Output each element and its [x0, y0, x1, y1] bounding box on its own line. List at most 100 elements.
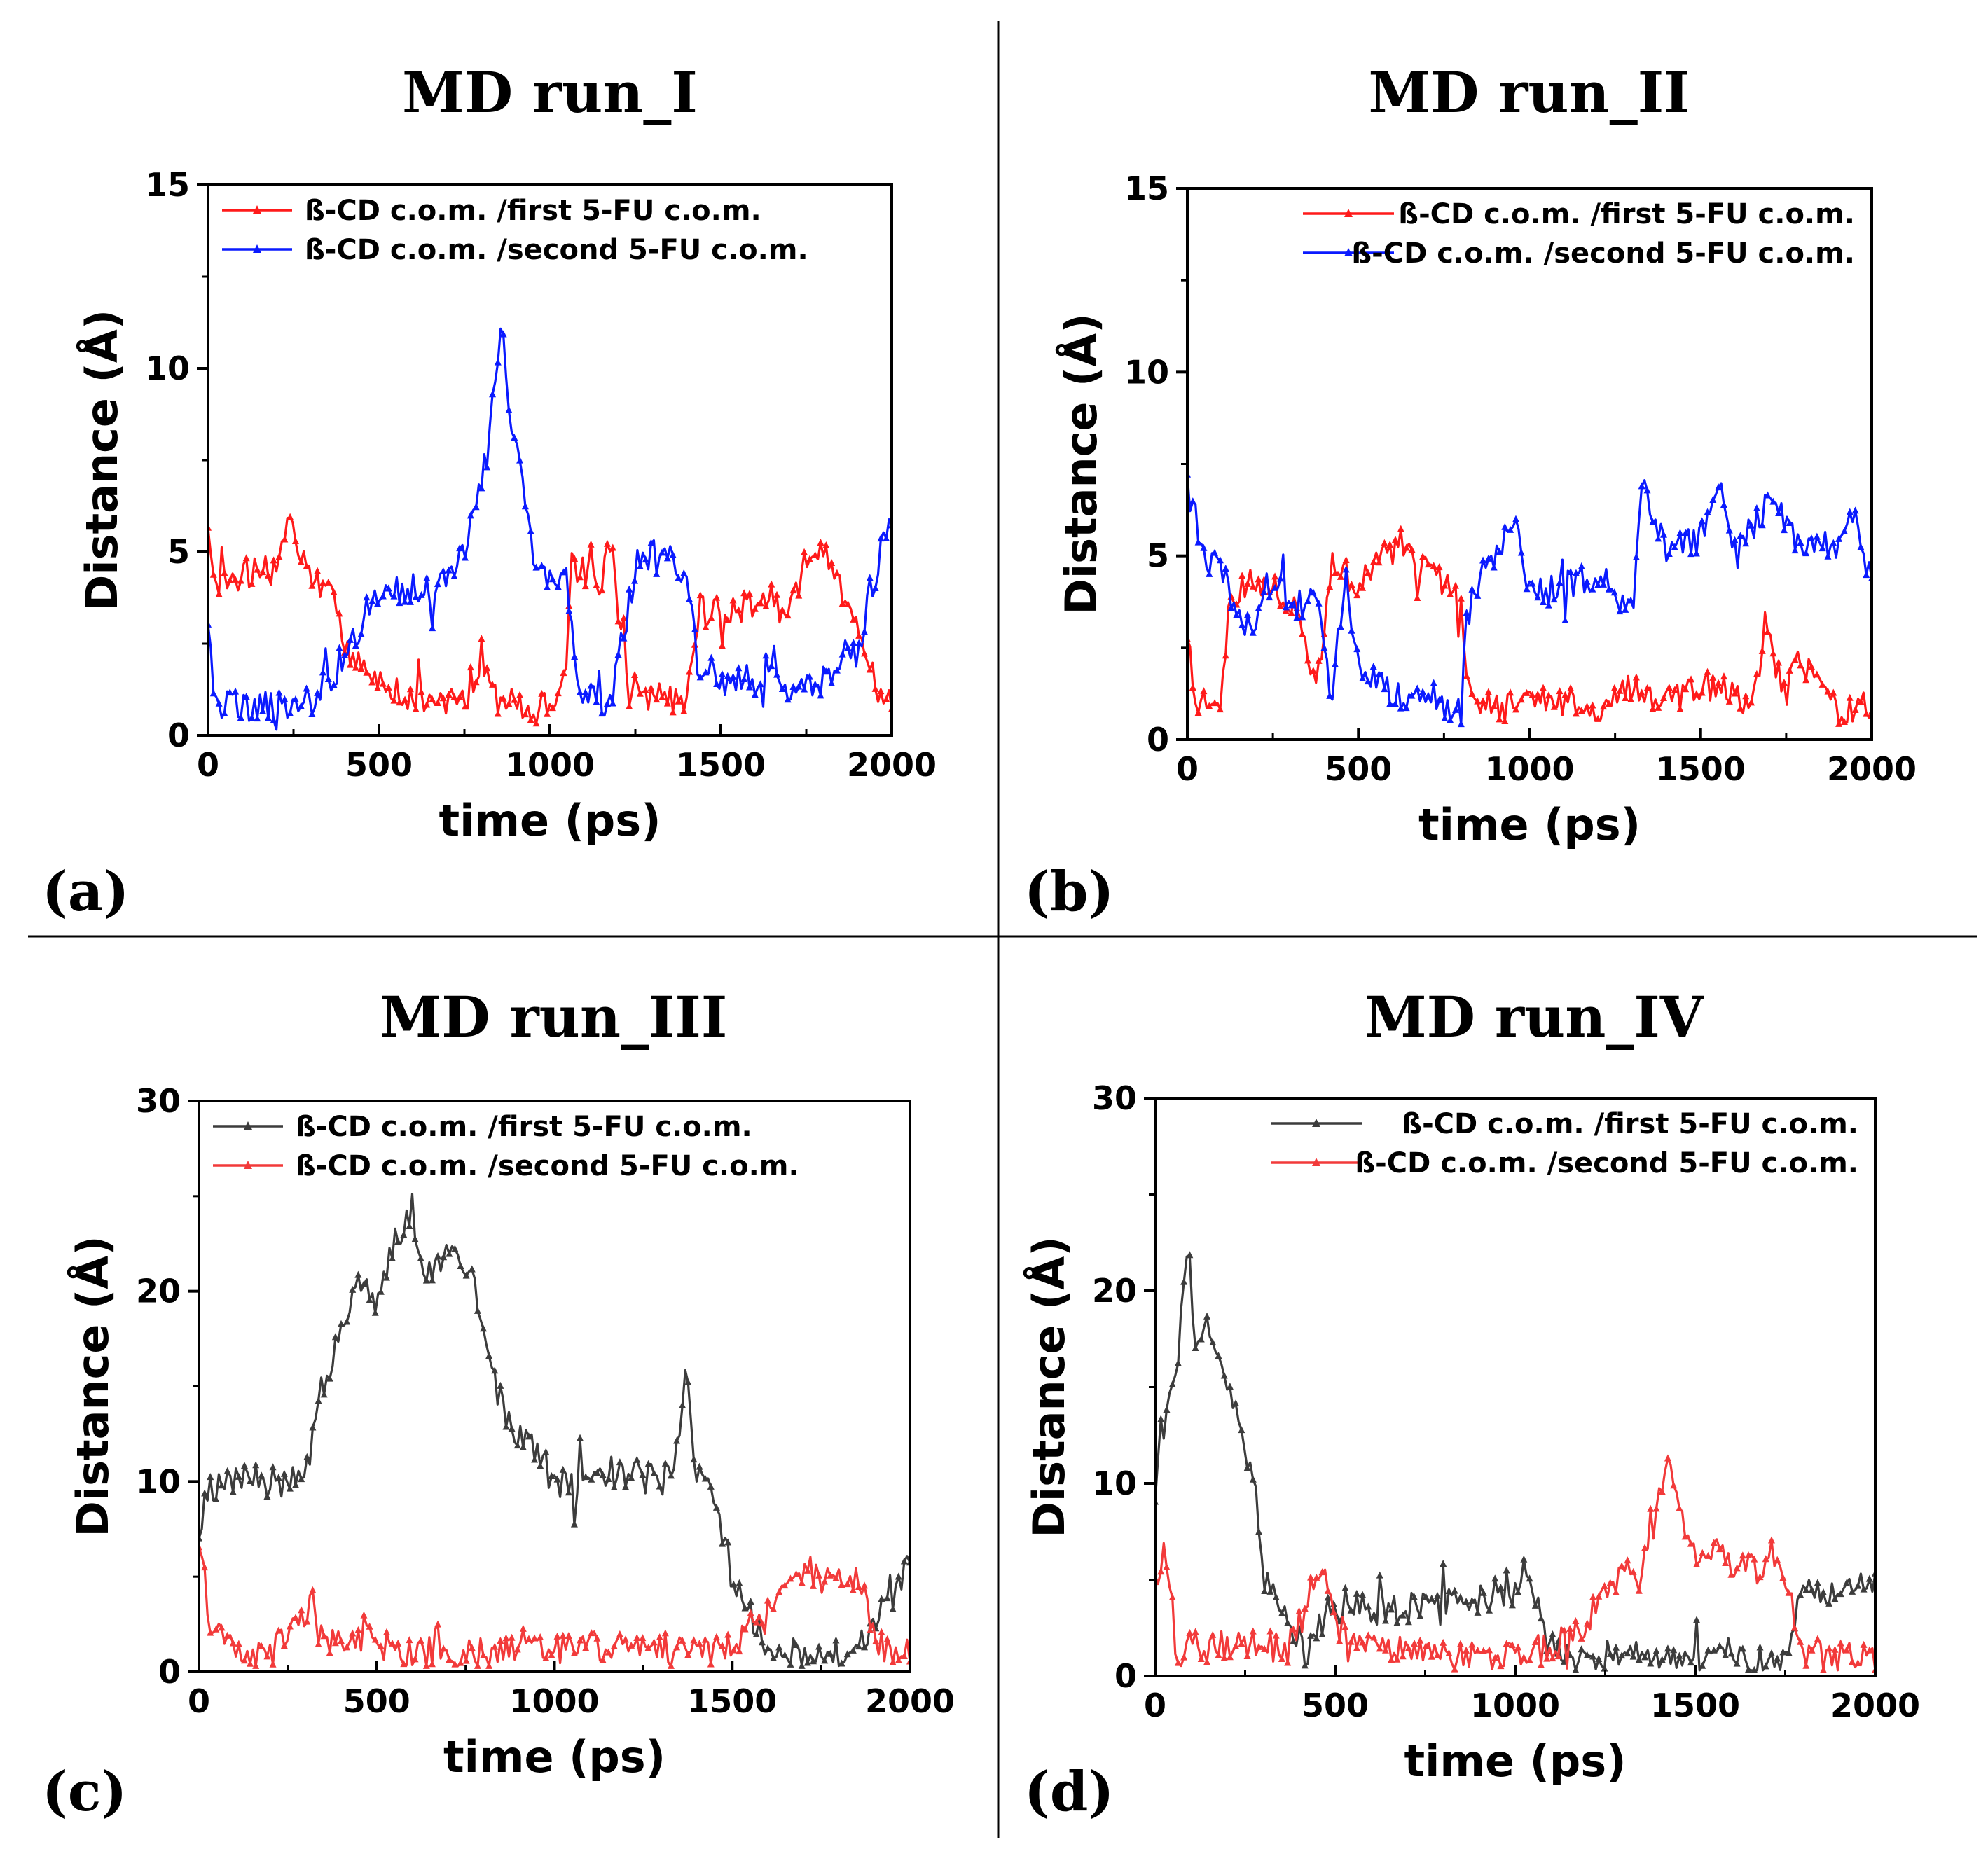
- series-2-marker: [1479, 1647, 1487, 1654]
- series-1-marker: [505, 700, 513, 707]
- x-tick-label: 1500: [1650, 1687, 1740, 1724]
- series-1-marker: [291, 537, 299, 545]
- y-tick-label: 20: [1092, 1272, 1137, 1310]
- series-2-marker: [389, 1639, 396, 1647]
- series-1-marker: [778, 606, 786, 614]
- series-2-marker: [656, 1633, 663, 1640]
- series-2-marker: [1266, 593, 1273, 601]
- series-2-marker: [598, 709, 606, 717]
- series-2-marker: [1722, 1558, 1730, 1566]
- y-axis-label: Distance (Å): [1023, 1236, 1075, 1537]
- series-2-marker: [434, 580, 441, 588]
- series-1-marker: [223, 1467, 231, 1474]
- series-2-marker: [1174, 1658, 1182, 1666]
- x-tick-label: 500: [1325, 750, 1392, 788]
- series-2-marker: [237, 713, 244, 721]
- series-1-marker: [548, 1471, 555, 1479]
- series-1-marker: [499, 694, 507, 702]
- series-1-marker: [702, 623, 710, 630]
- series-1-marker: [647, 684, 655, 691]
- series-2-group: [1187, 470, 1872, 728]
- series-2-marker: [795, 682, 803, 690]
- series-1-marker: [1802, 1586, 1810, 1593]
- series-1-marker: [775, 1643, 783, 1651]
- series-2-marker: [565, 1632, 572, 1640]
- series-1-marker: [1490, 702, 1498, 709]
- y-tick-label: 10: [1124, 353, 1169, 391]
- series-2-marker: [1618, 1562, 1626, 1570]
- series-2-marker: [319, 668, 326, 676]
- series-1-group: [1155, 1251, 1875, 1673]
- series-2-marker: [527, 527, 534, 534]
- series-2-marker: [1523, 585, 1531, 593]
- series-2-marker: [1665, 549, 1673, 557]
- series-2-marker: [1556, 579, 1564, 586]
- series-2-marker: [1197, 1655, 1205, 1663]
- series-2-marker: [226, 688, 234, 696]
- series-1-marker: [770, 1654, 778, 1661]
- series-1-marker: [544, 709, 551, 717]
- series-2-marker: [1326, 691, 1334, 699]
- series-2-marker: [603, 700, 611, 707]
- series-1-marker: [320, 1390, 328, 1398]
- series-2-marker: [1846, 508, 1854, 515]
- series-1-marker: [1578, 707, 1585, 714]
- series-2-marker: [1435, 695, 1443, 703]
- series-2-marker: [287, 709, 294, 716]
- series-1-marker: [620, 614, 628, 622]
- series-1-marker: [1725, 697, 1733, 705]
- series-1-marker: [368, 678, 376, 686]
- series-1-marker: [741, 1604, 749, 1612]
- series-2-marker: [1255, 604, 1262, 611]
- series-2-marker: [701, 1635, 709, 1643]
- series-1-marker: [252, 1461, 260, 1469]
- series-2-marker: [440, 1644, 448, 1652]
- series-2-marker: [292, 1614, 300, 1621]
- series-2-marker: [1837, 1639, 1844, 1647]
- series-1-marker: [1206, 702, 1213, 709]
- series-2-marker: [1393, 1655, 1401, 1663]
- series-2-marker: [1232, 1642, 1240, 1649]
- series-1-marker: [1818, 680, 1826, 688]
- series-2-marker: [502, 1634, 510, 1642]
- x-tick-label: 1500: [687, 1682, 777, 1720]
- y-tick-label: 30: [136, 1082, 181, 1120]
- series-1-marker: [532, 719, 540, 727]
- series-1-marker: [280, 1469, 288, 1477]
- series-1-marker: [1445, 1587, 1453, 1595]
- series-2-marker: [1819, 1665, 1827, 1673]
- series-2-marker: [1725, 526, 1733, 534]
- series-1-marker: [429, 695, 436, 702]
- series-2-marker: [1594, 581, 1602, 588]
- series-1-marker: [450, 693, 458, 700]
- series-2-marker: [1840, 527, 1848, 534]
- series-1-marker: [1753, 670, 1760, 677]
- series-2-marker: [1376, 1644, 1383, 1652]
- series-1-marker: [1408, 545, 1416, 553]
- series-2-marker: [1348, 626, 1355, 634]
- series-2-marker: [1216, 556, 1224, 564]
- legend-swatch-marker: [244, 1161, 252, 1169]
- legend-swatch-marker: [253, 244, 261, 253]
- series-2-marker: [1226, 1653, 1234, 1661]
- legend-swatch-marker: [244, 1121, 252, 1130]
- series-2-marker: [883, 534, 890, 542]
- series-2-marker: [1249, 628, 1257, 636]
- series-1-marker: [347, 660, 354, 668]
- series-1-marker: [1531, 1601, 1539, 1609]
- series-1-marker: [1704, 1646, 1712, 1654]
- series-1-marker: [1671, 686, 1678, 693]
- series-2-marker: [775, 1588, 783, 1595]
- series-1-marker: [1727, 1649, 1735, 1657]
- series-2-marker: [366, 1622, 373, 1630]
- series-2-marker: [1671, 543, 1678, 550]
- series-1-marker: [377, 1287, 385, 1295]
- series-1-marker: [502, 1422, 510, 1430]
- series-1-marker: [221, 569, 228, 576]
- series-1-marker: [308, 581, 316, 589]
- series-1-marker: [462, 1271, 470, 1279]
- series-1-marker: [801, 548, 808, 555]
- series-1-marker: [1243, 1464, 1251, 1471]
- series-2-marker: [1737, 532, 1744, 539]
- series-1-marker: [553, 1475, 561, 1483]
